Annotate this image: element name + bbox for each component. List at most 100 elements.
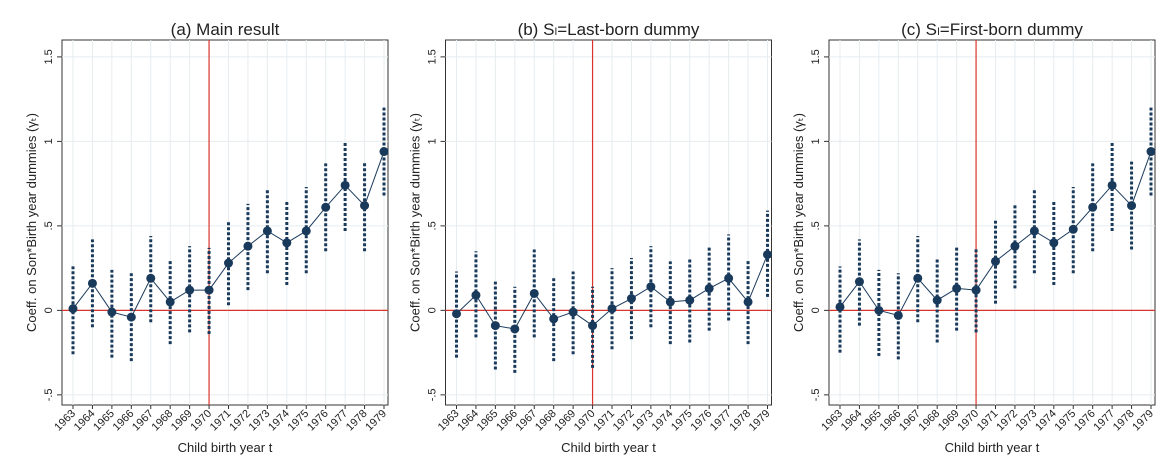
x-tick-label: 1963	[436, 408, 462, 434]
point	[146, 273, 156, 283]
y-tick-label: 0	[43, 307, 55, 313]
point	[971, 285, 981, 295]
point	[126, 312, 136, 322]
chart-title: (b) Sₗ=Last-born dummy	[518, 20, 700, 39]
x-tick-label: 1968	[150, 408, 176, 434]
plot-area	[828, 39, 1156, 406]
y-axis-title: Coeff. on Son*Birth year dummies (γₜ)	[791, 113, 806, 332]
x-axis-title: Child birth year t	[178, 440, 273, 455]
x-tick-label: 1976	[1072, 408, 1098, 434]
point	[952, 283, 962, 293]
x-tick-label: 1968	[917, 408, 943, 434]
point	[1049, 238, 1059, 248]
x-tick-label: 1969	[169, 408, 195, 434]
point	[991, 256, 1000, 266]
point	[282, 238, 292, 248]
x-tick-label: 1970	[572, 408, 598, 434]
x-tick-label: 1973	[630, 408, 656, 434]
point	[932, 295, 942, 305]
x-tick-label: 1966	[111, 408, 137, 434]
x-tick-label: 1974	[650, 408, 676, 434]
y-tick-label: 1.5	[43, 49, 55, 64]
point	[913, 273, 923, 283]
point	[340, 180, 350, 190]
y-axis-title: Coeff. on Son*Birth year dummies (γₜ)	[24, 113, 39, 332]
x-tick-label: 1970	[188, 408, 214, 434]
point	[490, 321, 500, 331]
point	[68, 304, 78, 314]
point	[607, 304, 617, 314]
point	[165, 297, 175, 307]
point	[452, 309, 461, 319]
point	[301, 226, 311, 236]
y-tick-label: 0	[427, 307, 439, 313]
x-tick-label: 1969	[552, 408, 578, 434]
point	[224, 258, 233, 268]
point	[321, 202, 331, 212]
point	[1107, 180, 1117, 190]
y-tick-label: -.5	[427, 388, 439, 401]
point	[835, 302, 845, 312]
y-tick-label: 1	[43, 138, 55, 144]
y-tick-label: 0	[810, 307, 822, 313]
x-tick-label: 1979	[747, 408, 773, 434]
point	[510, 324, 520, 334]
x-tick-label: 1978	[344, 408, 370, 434]
point	[185, 285, 195, 295]
point	[471, 290, 481, 300]
x-tick-label: 1968	[533, 408, 559, 434]
x-tick-label: 1978	[727, 408, 753, 434]
x-tick-label: 1964	[455, 408, 481, 434]
point	[1146, 147, 1156, 157]
x-tick-label: 1971	[975, 408, 1001, 434]
x-tick-label: 1977	[324, 408, 350, 434]
x-tick-label: 1966	[878, 408, 904, 434]
x-tick-label: 1975	[669, 408, 695, 434]
y-tick-label: .5	[43, 221, 55, 230]
x-tick-label: 1970	[955, 408, 981, 434]
x-tick-label: 1979	[1130, 408, 1156, 434]
y-tick-label: 1.5	[427, 49, 439, 64]
chart-title: (a) Main result	[171, 20, 280, 39]
point	[1029, 226, 1039, 236]
point	[379, 147, 389, 157]
x-tick-label: 1964	[839, 408, 865, 434]
x-tick-label: 1971	[591, 408, 617, 434]
x-axis-title: Child birth year t	[945, 440, 1040, 455]
point	[685, 295, 695, 305]
y-tick-label: .5	[810, 221, 822, 230]
x-tick-label: 1965	[858, 408, 884, 434]
x-tick-label: 1967	[130, 408, 156, 434]
x-tick-label: 1972	[227, 408, 253, 434]
point	[1068, 224, 1078, 234]
x-tick-label: 1964	[72, 408, 98, 434]
point	[1010, 241, 1020, 251]
x-tick-label: 1967	[897, 408, 923, 434]
x-tick-label: 1972	[994, 408, 1020, 434]
point	[568, 307, 578, 317]
point	[262, 226, 272, 236]
point	[646, 282, 656, 292]
point	[107, 307, 117, 317]
x-tick-label: 1971	[208, 408, 234, 434]
y-tick-label: -.5	[43, 388, 55, 401]
point	[724, 273, 734, 283]
x-tick-label: 1978	[1111, 408, 1137, 434]
x-tick-label: 1972	[611, 408, 637, 434]
x-tick-label: 1976	[305, 408, 331, 434]
x-tick-label: 1963	[52, 408, 78, 434]
x-tick-label: 1965	[91, 408, 117, 434]
point	[874, 305, 884, 315]
point	[743, 297, 753, 307]
point	[243, 241, 253, 251]
point	[1127, 201, 1137, 211]
y-axis-title: Coeff. on Son*Birth year dummies (γₜ)	[408, 113, 423, 332]
y-tick-label: 1	[427, 138, 439, 144]
x-axis-title: Child birth year t	[561, 440, 656, 455]
x-tick-label: 1967	[514, 408, 540, 434]
point	[893, 310, 903, 320]
x-tick-label: 1973	[1014, 408, 1040, 434]
point	[549, 314, 559, 324]
y-tick-label: .5	[427, 221, 439, 230]
